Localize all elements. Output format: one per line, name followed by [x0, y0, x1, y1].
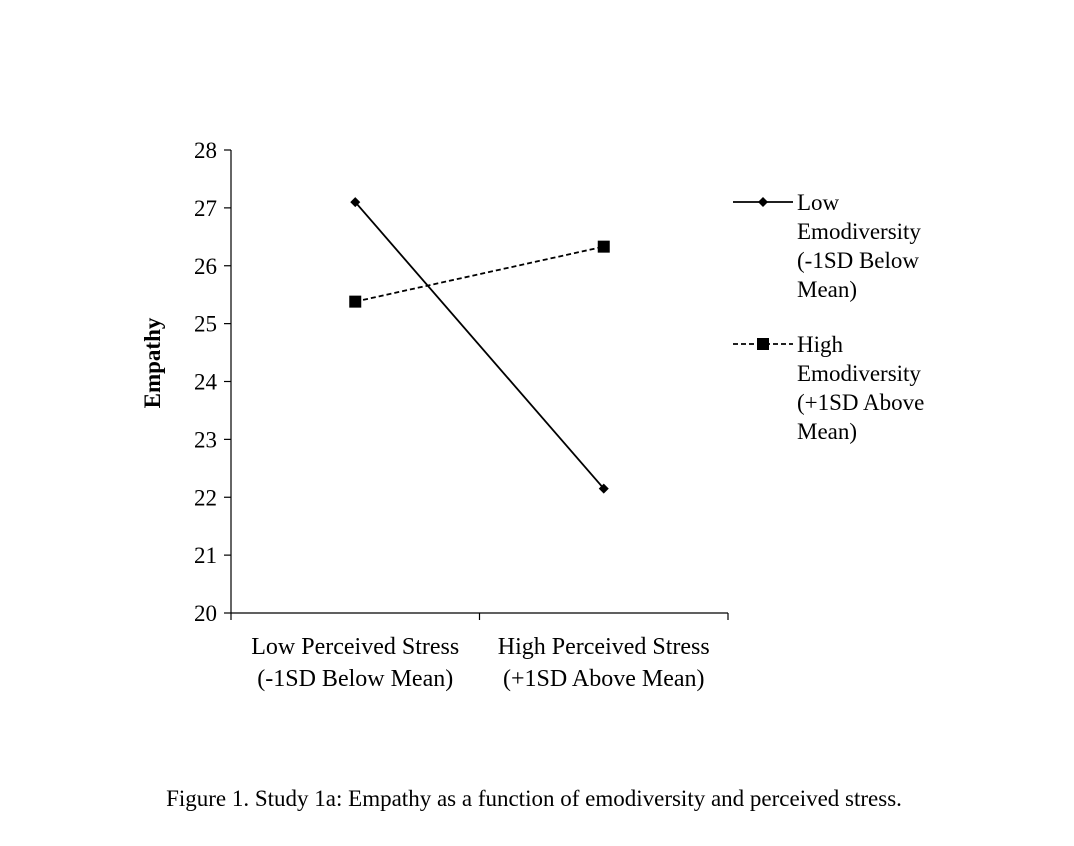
figure-caption: Figure 1. Study 1a: Empathy as a functio…	[166, 786, 902, 811]
x-tick-label: Low Perceived Stress (-1SD Below Mean)	[251, 634, 459, 692]
series-layer	[349, 197, 610, 494]
chart-axes: 20 21 22 23 24 25 26 27 28	[194, 138, 729, 626]
y-tick-label: 26	[194, 254, 217, 279]
y-tick-label: 28	[194, 138, 217, 163]
y-tick-label: 21	[194, 543, 217, 568]
legend-marker-high	[757, 338, 769, 350]
x-tick-label: High Perceived Stress (+1SD Above Mean)	[498, 634, 710, 692]
y-tick-label: 23	[194, 427, 217, 452]
legend-label-low: Low Emodiversity (-1SD Below Mean)	[797, 190, 921, 302]
category-labels: Low Perceived Stress (-1SD Below Mean) Hig…	[251, 634, 709, 692]
legend-label-high: High Emodiversity (+1SD Above Mean)	[797, 332, 924, 444]
data-point-low	[350, 197, 361, 208]
legend-item-low: Low Emodiversity (-1SD Below Mean)	[733, 190, 921, 302]
y-axis-title: Empathy	[140, 317, 165, 408]
series-low	[350, 197, 609, 494]
legend: Low Emodiversity (-1SD Below Mean) High Emodi…	[733, 190, 924, 444]
data-point-high	[349, 295, 362, 308]
series-line-high	[355, 245, 604, 303]
legend-item-high: High Emodiversity (+1SD Above Mean)	[733, 332, 924, 444]
series-high	[349, 240, 610, 308]
data-point-high	[597, 240, 610, 253]
y-tick-label: 20	[194, 601, 217, 626]
y-tick-label: 22	[194, 485, 217, 510]
data-point-low	[598, 483, 609, 494]
y-tick-label: 25	[194, 312, 217, 337]
legend-marker-low	[758, 197, 768, 207]
y-tick-label: 24	[194, 370, 218, 395]
y-tick-label: 27	[194, 196, 217, 221]
series-line-low	[354, 201, 605, 490]
